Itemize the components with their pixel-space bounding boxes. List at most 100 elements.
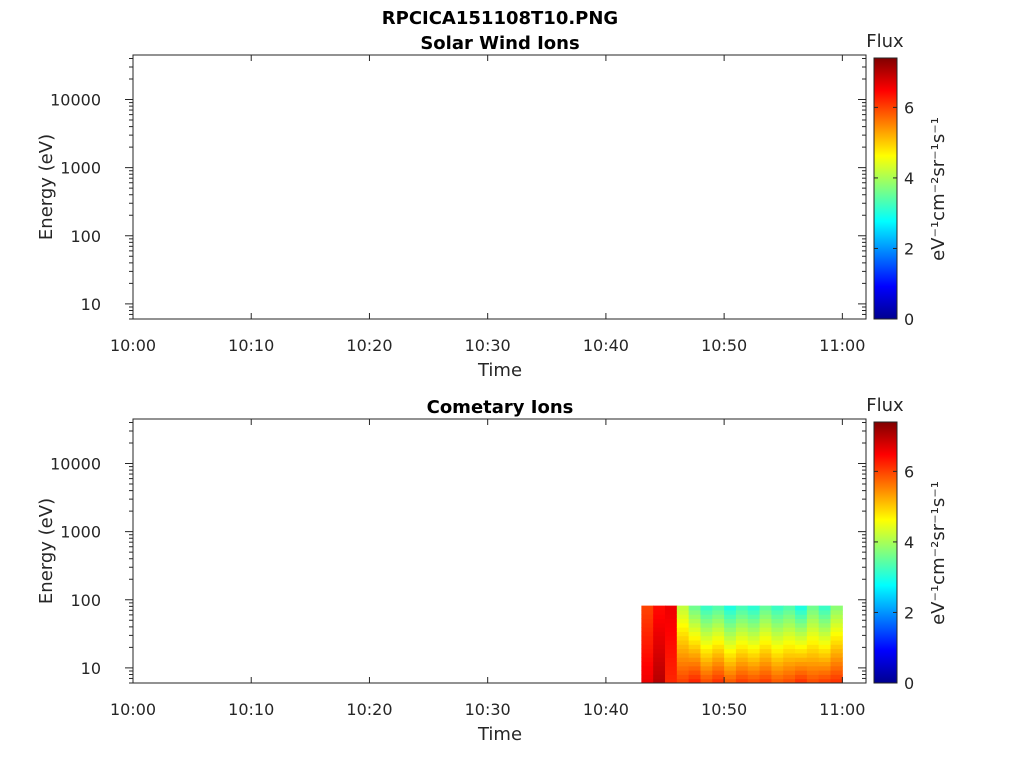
heatmap-cell [712, 678, 725, 684]
heatmap-cell [676, 635, 690, 641]
heatmap-cell [759, 652, 772, 658]
heatmap-cell [795, 618, 808, 624]
heatmap-cell [783, 609, 796, 615]
heatmap-cell [806, 657, 820, 663]
x-tick-label: 10:40 [583, 700, 629, 719]
heatmap-cell [676, 652, 690, 658]
heatmap-cell [818, 674, 832, 680]
heatmap-cell [700, 609, 713, 615]
heatmap-cell [665, 644, 678, 650]
heatmap-cell [665, 670, 678, 675]
heatmap-cell [700, 670, 713, 675]
heatmap-cell [724, 640, 737, 645]
heatmap-cell [783, 640, 796, 645]
heatmap-cell [724, 627, 737, 632]
colorbar-ticks: 0 2 4 6 [874, 98, 914, 329]
x-tick-label: 11:00 [819, 700, 865, 719]
heatmap-cell [700, 657, 713, 663]
heatmap-cell [783, 622, 796, 628]
heatmap-cell [735, 618, 749, 624]
heatmap-cell [688, 665, 701, 671]
heatmap-cell [818, 640, 832, 645]
heatmap-cell [818, 631, 832, 637]
heatmap-cell [688, 652, 701, 658]
heatmap-cell [653, 618, 666, 624]
heatmap-cell [688, 644, 701, 650]
heatmap-cell [688, 674, 701, 680]
heatmap-cell [747, 657, 761, 663]
x-tick-label: 10:50 [701, 700, 747, 719]
heatmap-cell [747, 631, 761, 637]
heatmap-cell [747, 674, 761, 680]
heatmap-cell [688, 614, 701, 620]
heatmap-cell [818, 678, 832, 684]
heatmap-cell [712, 605, 725, 611]
heatmap-cell [747, 661, 761, 667]
heatmap-cell [700, 622, 713, 628]
heatmap-cell [771, 614, 784, 620]
heatmap-cell [735, 622, 749, 628]
heatmap-cell [818, 657, 832, 663]
heatmap-cell [759, 644, 772, 650]
heatmap-cell [653, 678, 666, 684]
heatmap-cell [700, 674, 713, 680]
heatmap-cell [759, 631, 772, 637]
heatmap-cell [688, 622, 701, 628]
heatmap-cell [806, 661, 820, 667]
heatmap-cell [818, 670, 832, 675]
heatmap-cell [641, 665, 654, 671]
heatmap-cell [771, 631, 784, 637]
heatmap-cell [783, 618, 796, 624]
heatmap-cell [818, 665, 832, 671]
heatmap-cell [676, 609, 690, 615]
heatmap-cell [653, 674, 666, 680]
x-axis-label: Time [477, 360, 522, 381]
heatmap-cell [641, 631, 654, 637]
heatmap-cell [724, 678, 737, 684]
heatmap-cell [771, 661, 784, 667]
heatmap-cell [818, 609, 832, 615]
heatmap-cell [771, 635, 784, 641]
heatmap-cell [759, 665, 772, 671]
heatmap-cell [676, 644, 690, 650]
x-tick-label: 11:00 [819, 336, 865, 355]
heatmap-cell [795, 678, 808, 684]
heatmap-cell [665, 605, 678, 611]
heatmap-cell [818, 627, 832, 632]
heatmap-cell [700, 661, 713, 667]
heatmap-cell [771, 644, 784, 650]
heatmap-cell [724, 635, 737, 641]
heatmap-cell [712, 614, 725, 620]
x-tick-label: 10:20 [346, 700, 392, 719]
heatmap-cell [641, 640, 654, 645]
heatmap-cell [759, 635, 772, 641]
heatmap-cell [641, 618, 654, 624]
heatmap-cell [735, 652, 749, 658]
colorbar-tick-label: 0 [904, 310, 914, 329]
heatmap-cell [712, 661, 725, 667]
colorbar-tick-label: 2 [904, 603, 914, 622]
y-axis-ticks: 10 100 1000 10000 [50, 57, 866, 320]
heatmap-cell [747, 670, 761, 675]
panel-solar-wind-ions: Solar Wind Ions 10:00 10:10 10:20 10:30 10:4… [36, 31, 949, 381]
heatmap-cell [653, 614, 666, 620]
heatmap-cell [795, 631, 808, 637]
heatmap-cell [747, 652, 761, 658]
heatmap-cell [771, 652, 784, 658]
heatmap-cell [735, 678, 749, 684]
heatmap-cell [724, 674, 737, 680]
heatmap-cell [712, 640, 725, 645]
heatmap-cell [747, 609, 761, 615]
heatmap-cell [641, 652, 654, 658]
heatmap-cell [712, 652, 725, 658]
heatmap-cell [818, 635, 832, 641]
heatmap-cell [665, 665, 678, 671]
heatmap-cell [665, 631, 678, 637]
x-tick-label: 10:20 [346, 336, 392, 355]
y-axis-label: Energy (eV) [36, 134, 57, 240]
heatmap-cell [771, 609, 784, 615]
heatmap-cell [759, 614, 772, 620]
heatmap-cell [712, 648, 725, 654]
heatmap-cell [818, 622, 832, 628]
heatmap-cell [653, 622, 666, 628]
